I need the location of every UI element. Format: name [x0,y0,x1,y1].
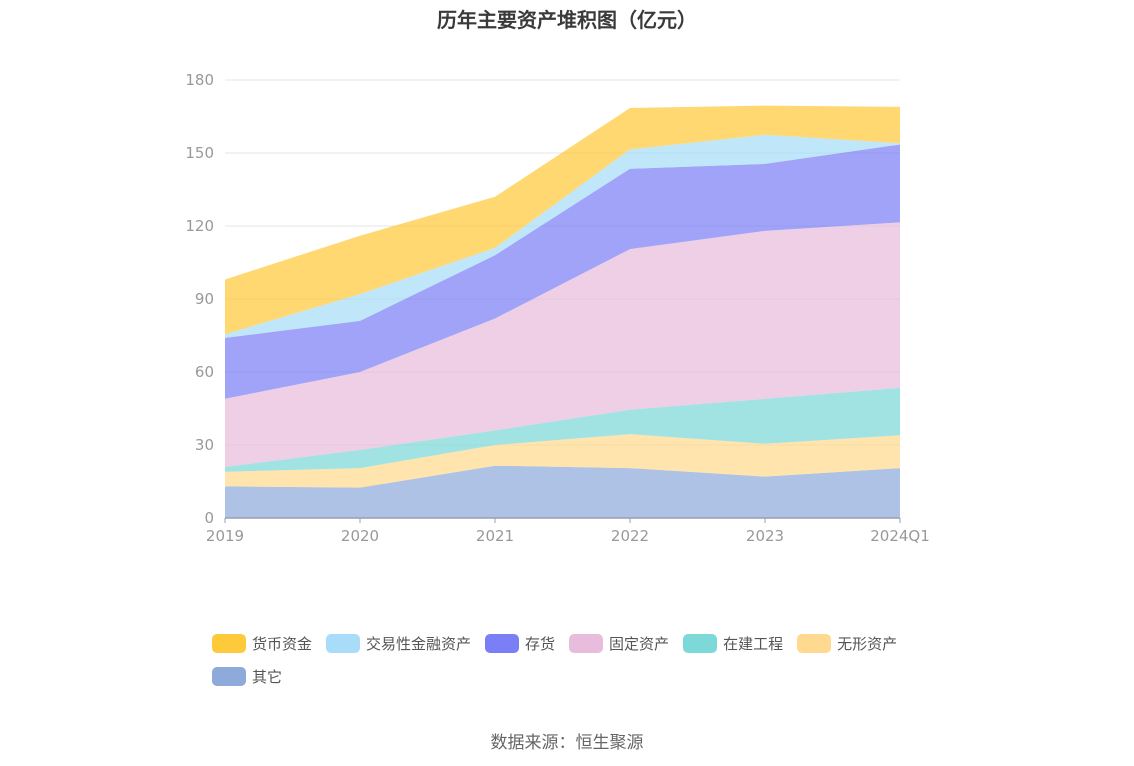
legend-swatch [485,633,520,653]
y-tick-label: 120 [185,217,214,235]
chart-title: 历年主要资产堆积图（亿元） [437,8,697,32]
area-交易性金融资产 [225,134,900,338]
legend-swatch [569,633,604,653]
y-tick-label: 90 [195,290,214,308]
source-note: 数据来源：恒生聚源 [490,733,644,753]
legend-label: 其它 [252,667,283,686]
legend-item[interactable]: 交易性金融资产 [326,633,471,654]
legend-label: 存货 [525,634,556,653]
legend-swatch [326,633,361,653]
legend-item[interactable]: 无形资产 [797,633,897,654]
legend-row: 其它 [212,663,972,689]
stacked-area-chart: 0 30 60 90 120 150 180 2019 2020 2021 2022 2023 2024… [185,71,929,545]
x-tick-label: 2022 [611,527,649,545]
legend-swatch [212,633,246,653]
legend-label: 在建工程 [723,634,784,653]
x-tick-label: 2019 [206,527,244,545]
y-tick-label: 150 [185,144,214,162]
legend-label: 固定资产 [609,634,670,653]
y-tick-label: 0 [204,509,214,527]
area-series [225,105,900,518]
y-tick-label: 180 [185,71,214,89]
area-其它 [225,465,900,518]
legend-item[interactable]: 固定资产 [569,633,669,654]
area-存货 [225,144,900,399]
legend-swatch [212,666,246,686]
x-tick-label: 2020 [341,527,379,545]
legend-swatch [683,633,718,653]
x-tick-label: 2024Q1 [870,527,930,545]
legend-item[interactable]: 在建工程 [683,633,783,654]
x-tick-label: 2023 [746,527,784,545]
legend-item[interactable]: 其它 [212,666,282,687]
legend-label: 货币资金 [252,634,313,653]
legend: 货币资金 交易性金融资产 存货 固定资产 在建工程 无形资产 其它 [212,630,972,696]
y-tick-label: 30 [195,436,214,454]
x-tick-label: 2021 [476,527,514,545]
legend-label: 交易性金融资产 [366,634,472,653]
legend-item[interactable]: 存货 [485,633,555,654]
area-在建工程 [225,387,900,472]
legend-row: 货币资金 交易性金融资产 存货 固定资产 在建工程 无形资产 [212,630,972,656]
axes: 0 30 60 90 120 150 180 2019 2020 2021 2022 2023 2024… [185,71,929,545]
legend-item[interactable]: 货币资金 [212,633,312,654]
legend-swatch [797,633,832,653]
area-无形资产 [225,434,900,488]
area-固定资产 [225,222,900,467]
legend-label: 无形资产 [837,634,898,653]
area-货币资金 [225,105,900,335]
y-tick-label: 60 [195,363,214,381]
